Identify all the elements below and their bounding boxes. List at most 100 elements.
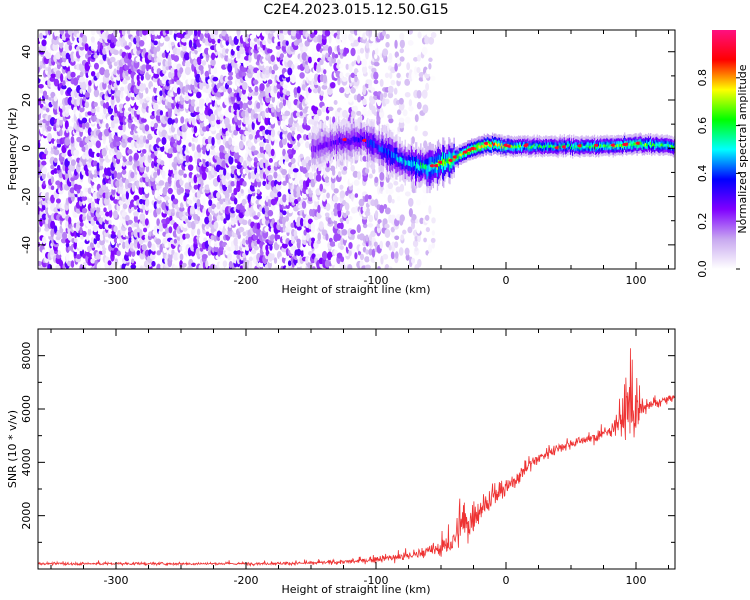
noise-cell	[231, 140, 236, 146]
noise-cell	[150, 120, 155, 128]
noise-cell	[41, 153, 48, 160]
noise-cell	[55, 198, 61, 204]
noise-cell	[301, 200, 307, 209]
noise-cell	[108, 264, 113, 269]
noise-cell	[154, 30, 158, 37]
noise-cell	[382, 48, 389, 57]
noise-cell	[85, 265, 90, 269]
noise-cell	[339, 71, 344, 79]
noise-cell	[339, 44, 344, 50]
noise-cell	[86, 252, 93, 258]
noise-cell	[141, 148, 147, 154]
noise-cell	[47, 66, 52, 76]
signal-cell	[353, 114, 355, 122]
noise-cell	[414, 114, 419, 123]
noise-cell	[172, 198, 179, 205]
noise-cell	[428, 244, 433, 254]
noise-cell	[374, 210, 379, 219]
noise-cell	[139, 229, 143, 238]
noise-cell	[50, 220, 56, 229]
noise-cell	[404, 191, 411, 197]
noise-cell	[93, 88, 100, 98]
noise-cell	[90, 266, 96, 269]
noise-cell	[391, 198, 395, 204]
noise-cell	[92, 160, 98, 167]
noise-cell	[53, 225, 58, 234]
signal-cell	[378, 165, 380, 173]
noise-cell	[141, 244, 147, 251]
noise-cell	[75, 254, 82, 260]
noise-cell	[393, 87, 398, 95]
noise-cell	[49, 249, 55, 256]
noise-cell	[182, 240, 186, 248]
noise-cell	[394, 235, 400, 241]
noise-cell	[244, 210, 250, 217]
noise-cell	[385, 77, 389, 86]
noise-cell	[166, 152, 173, 159]
noise-cell	[153, 103, 159, 111]
noise-cell	[125, 214, 130, 222]
noise-cell	[178, 186, 185, 194]
noise-cell	[206, 143, 210, 152]
noise-cell	[116, 237, 121, 244]
noise-cell	[350, 229, 356, 235]
noise-cell	[267, 79, 273, 85]
noise-cell	[82, 207, 88, 214]
noise-cell	[38, 105, 41, 115]
noise-cell	[408, 197, 414, 207]
noise-cell	[78, 241, 85, 248]
noise-cell	[42, 249, 46, 254]
noise-cell	[119, 129, 124, 136]
noise-cell	[197, 152, 202, 158]
noise-cell	[125, 75, 131, 81]
noise-cell	[168, 168, 173, 176]
noise-cell	[81, 196, 88, 201]
noise-cell	[388, 52, 393, 60]
noise-cell	[140, 118, 147, 123]
noise-cell	[428, 63, 432, 70]
noise-cell	[136, 160, 140, 167]
noise-cell	[422, 130, 428, 137]
noise-cell	[53, 130, 58, 140]
noise-cell	[313, 219, 319, 226]
noise-cell	[96, 206, 101, 214]
noise-cell	[81, 117, 88, 124]
noise-cell	[61, 231, 68, 240]
noise-cell	[127, 52, 132, 60]
noise-cell	[70, 260, 75, 268]
noise-cell	[115, 40, 122, 47]
noise-cell	[111, 187, 116, 196]
noise-cell	[135, 98, 141, 107]
noise-cell	[144, 124, 150, 132]
noise-cell	[91, 79, 95, 84]
noise-cell	[173, 82, 178, 91]
noise-cell	[107, 203, 112, 211]
noise-cell	[311, 266, 316, 269]
noise-cell	[325, 233, 329, 241]
noise-cell	[65, 106, 69, 114]
noise-cell	[353, 105, 358, 113]
noise-cell	[345, 210, 350, 216]
noise-cell	[276, 51, 281, 58]
noise-cell	[133, 214, 138, 223]
noise-cell	[55, 51, 61, 60]
noise-cell	[282, 210, 287, 216]
noise-cell	[103, 196, 110, 206]
noise-cell	[292, 168, 299, 173]
noise-cell	[144, 218, 149, 226]
noise-cell	[156, 45, 161, 52]
noise-cell	[145, 62, 150, 72]
noise-cell	[64, 42, 70, 53]
noise-cell	[150, 30, 156, 36]
noise-cell	[311, 237, 315, 242]
noise-cell	[149, 114, 156, 120]
noise-cell	[210, 113, 216, 122]
noise-cell	[87, 70, 93, 78]
noise-cell	[70, 159, 76, 166]
noise-cell	[90, 258, 96, 264]
noise-cell	[341, 32, 348, 41]
signal-cell	[331, 155, 334, 163]
noise-cell	[399, 56, 405, 62]
noise-cell	[353, 179, 360, 186]
noise-cell	[125, 264, 131, 269]
